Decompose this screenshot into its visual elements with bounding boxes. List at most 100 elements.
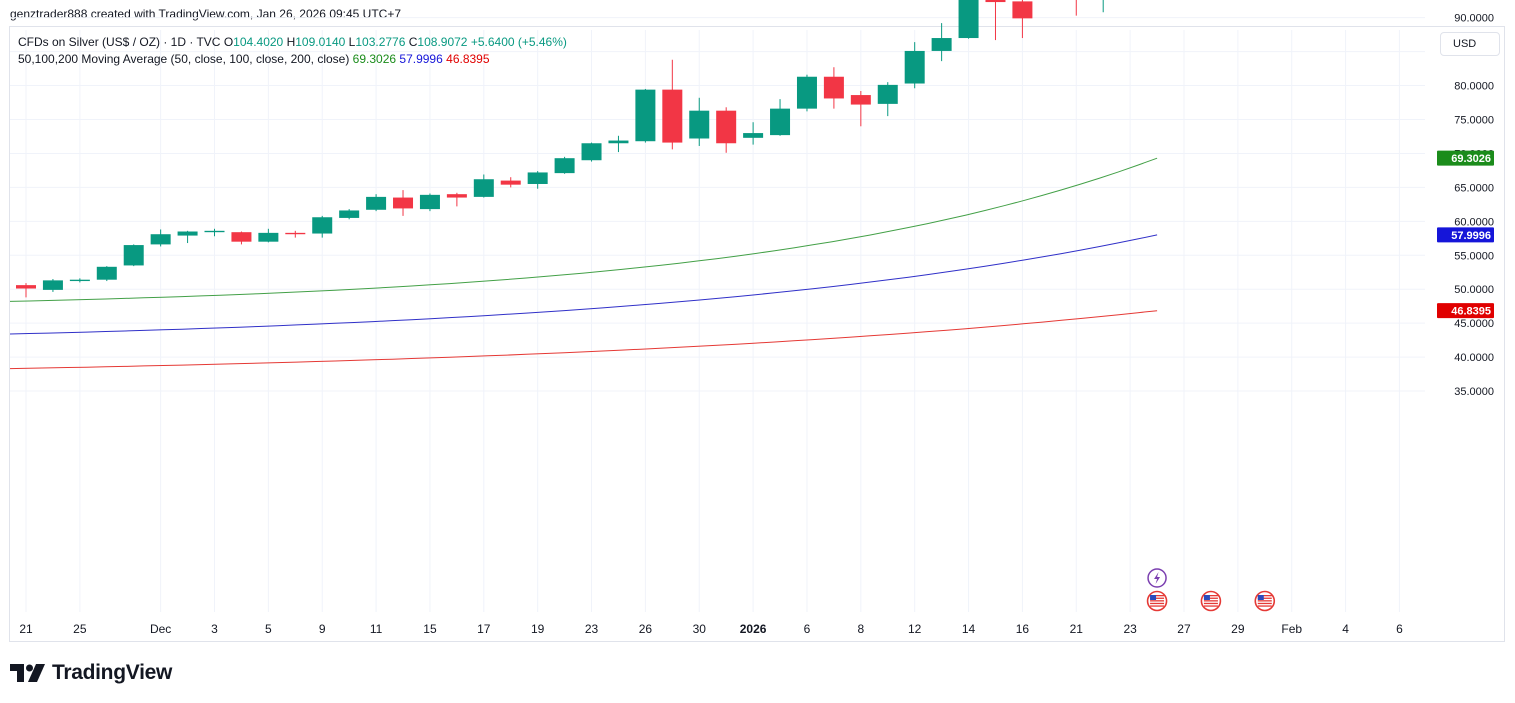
time-axis-label: 4 — [1342, 622, 1349, 636]
time-axis-label: 26 — [639, 622, 653, 636]
high-value: 109.0140 — [295, 35, 346, 49]
candlesticks — [16, 0, 1104, 298]
flag-canton — [1203, 595, 1210, 600]
price-axis-label: 75.0000 — [1454, 115, 1494, 127]
candle-body — [312, 217, 333, 234]
close-value: 108.9072 — [417, 35, 468, 49]
time-axis-label: 27 — [1177, 622, 1191, 636]
currency-selector[interactable]: USD — [1440, 32, 1500, 56]
ma200-value: 46.8395 — [446, 52, 490, 66]
time-axis-label: 23 — [585, 622, 599, 636]
ma200-price-tag-text: 46.8395 — [1451, 306, 1491, 318]
candle-body — [204, 230, 225, 233]
time-axis-label: 30 — [693, 622, 707, 636]
ma100-price-tag-text: 57.9996 — [1451, 230, 1491, 242]
candle-body — [419, 194, 440, 210]
candle-body — [554, 158, 575, 174]
candle-body — [608, 140, 629, 144]
candle-body — [823, 76, 844, 99]
ma-line-200 — [9, 310, 1158, 370]
flag-stripe — [1150, 605, 1165, 607]
low-value: 103.2776 — [355, 35, 406, 49]
flag-stripe — [1257, 595, 1272, 597]
candle-body — [446, 194, 467, 198]
ma-label: 50,100,200 Moving Average (50, close, 10… — [18, 52, 350, 66]
time-axis-label: 11 — [370, 622, 383, 636]
candle-body — [635, 89, 656, 142]
candle-body — [177, 231, 198, 236]
time-axis-label: 21 — [1070, 622, 1084, 636]
time-axis-label: 3 — [211, 622, 218, 636]
high-label: H — [286, 35, 296, 49]
time-axis[interactable]: 21 25 Dec 3 5 9 11 15 17 19 23 26 30 2026 6 8 12 14 16 21 23… — [19, 622, 1403, 636]
change-value: +5.6400 (+5.46%) — [470, 35, 567, 49]
candle-body — [150, 234, 171, 245]
flag-stripe — [1257, 600, 1272, 602]
flag-stripe — [1150, 600, 1165, 602]
time-axis-label: 25 — [73, 622, 87, 636]
close-label: C — [408, 35, 418, 49]
flag-stripe — [1203, 602, 1218, 605]
ma-line-50 — [9, 157, 1158, 302]
flag-stripe — [1257, 605, 1272, 607]
candle-body — [877, 84, 898, 104]
price-axis-label: 45.0000 — [1454, 318, 1494, 330]
ma100-value: 57.9996 — [399, 52, 443, 66]
candle-body — [123, 245, 144, 266]
time-axis-label: 14 — [962, 622, 976, 636]
time-axis-label: Dec — [150, 622, 171, 636]
candle-body — [500, 180, 521, 185]
low-label: L — [348, 35, 356, 49]
candle-body — [743, 133, 764, 138]
time-axis-label: 9 — [319, 622, 326, 636]
candle-body — [770, 108, 791, 136]
flag-stripe — [1203, 605, 1218, 607]
price-axis-label: 40.0000 — [1454, 352, 1494, 364]
flag-stripe — [1203, 597, 1218, 599]
open-label: O — [223, 35, 234, 49]
tradingview-logo-icon — [10, 664, 45, 682]
time-axis-label: 8 — [857, 622, 864, 636]
ma-line-100 — [9, 234, 1158, 335]
time-axis-label: 19 — [531, 622, 545, 636]
symbol-legend[interactable]: CFDs on Silver (US$ / OZ) · 1D · TVC O10… — [18, 35, 567, 49]
flag-stripe — [1257, 602, 1272, 605]
chart-frame — [9, 26, 1505, 642]
candle-body — [231, 232, 252, 242]
price-axis-label: 80.0000 — [1454, 81, 1494, 93]
candle-body — [985, 0, 1006, 3]
moving-average-legend[interactable]: 50,100,200 Moving Average (50, close, 10… — [18, 52, 490, 66]
grid — [10, 17, 1425, 612]
time-axis-label: 21 — [19, 622, 33, 636]
candle-body — [258, 232, 279, 242]
candle-body — [958, 0, 979, 39]
time-axis-label: 6 — [804, 622, 811, 636]
time-axis-label: Feb — [1281, 622, 1302, 636]
candle-body — [796, 76, 817, 109]
price-axis-label: 65.0000 — [1454, 182, 1494, 194]
tradingview-logo[interactable]: TradingView — [10, 660, 172, 686]
lightning-glyph — [1154, 572, 1161, 584]
candle-body — [42, 280, 63, 290]
time-axis-label: 23 — [1123, 622, 1137, 636]
currency-label: USD — [1453, 38, 1477, 50]
time-axis-label: 12 — [908, 622, 922, 636]
price-axis-label: 50.0000 — [1454, 284, 1494, 296]
time-axis-label: 6 — [1396, 622, 1403, 636]
candle-body — [473, 179, 494, 197]
time-axis-label: 29 — [1231, 622, 1245, 636]
price-axis-label: 90.0000 — [1454, 13, 1494, 25]
price-axis[interactable]: 35.0000 40.0000 45.0000 50.0000 55.0000 60.00… — [1448, 0, 1494, 398]
candle-body — [527, 172, 548, 184]
candle-body — [581, 143, 602, 161]
flag-stripe — [1203, 595, 1218, 597]
flag-stripe — [1257, 597, 1272, 599]
ma50-price-tag-text: 69.3026 — [1451, 153, 1491, 165]
candle-body — [931, 38, 952, 51]
ma200-price-tag — [1437, 303, 1494, 319]
price-axis-label: 55.0000 — [1454, 250, 1494, 262]
candle-body — [69, 279, 90, 282]
event-markers[interactable] — [1146, 568, 1276, 612]
